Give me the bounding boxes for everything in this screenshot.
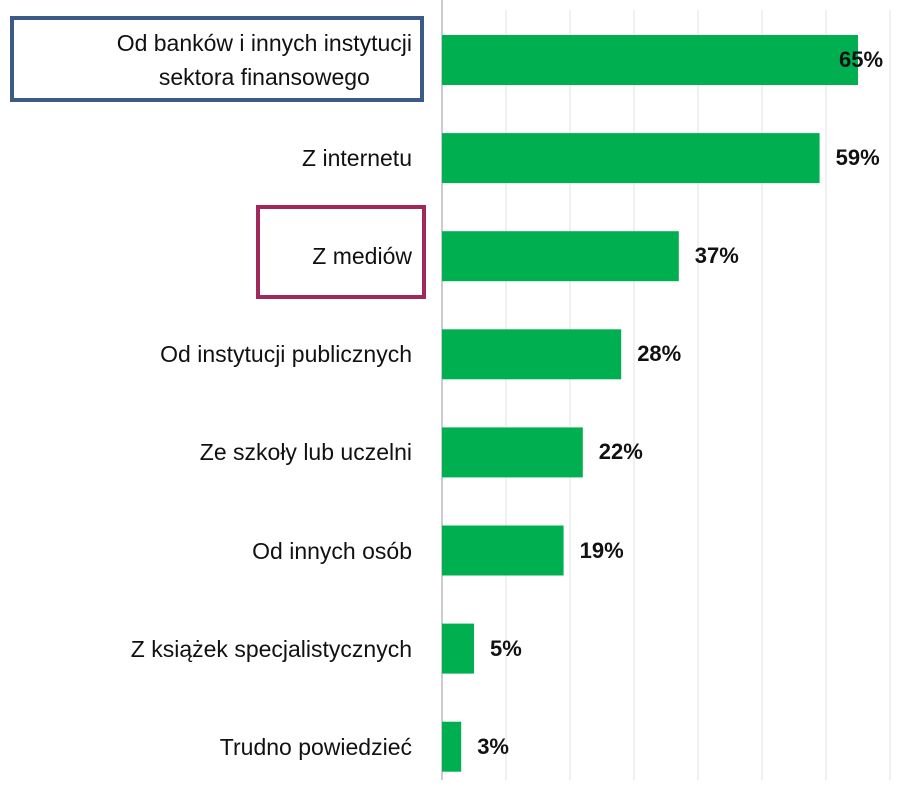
value-label: 65% xyxy=(839,47,884,72)
value-label: 19% xyxy=(579,537,624,563)
value-label: 22% xyxy=(598,439,643,465)
value-label: 59% xyxy=(835,145,880,171)
category-label: Z mediów xyxy=(312,243,412,270)
category-label: Z książek specjalistycznych xyxy=(130,635,412,662)
category-label: Ze szkoły lub uczelni xyxy=(199,439,412,466)
bar xyxy=(442,427,583,478)
bar xyxy=(442,231,679,282)
category-label: Od banków i innych instytucji sektora fi… xyxy=(116,30,412,90)
highlight-box xyxy=(10,16,424,102)
category-label: Z internetu xyxy=(302,145,412,172)
bar xyxy=(442,329,622,380)
value-label: 37% xyxy=(694,243,739,269)
bar xyxy=(442,35,858,85)
value-label: 3% xyxy=(477,733,509,759)
highlight-box xyxy=(256,205,426,299)
bar xyxy=(442,721,462,772)
bar xyxy=(442,525,564,576)
category-label: Od innych osób xyxy=(252,537,412,564)
bar xyxy=(442,623,474,674)
value-label: 28% xyxy=(637,341,682,367)
value-label: 5% xyxy=(490,635,522,661)
category-label: Od instytucji publicznych xyxy=(160,341,412,368)
bar xyxy=(442,133,820,184)
category-label: Trudno powiedzieć xyxy=(219,733,412,760)
